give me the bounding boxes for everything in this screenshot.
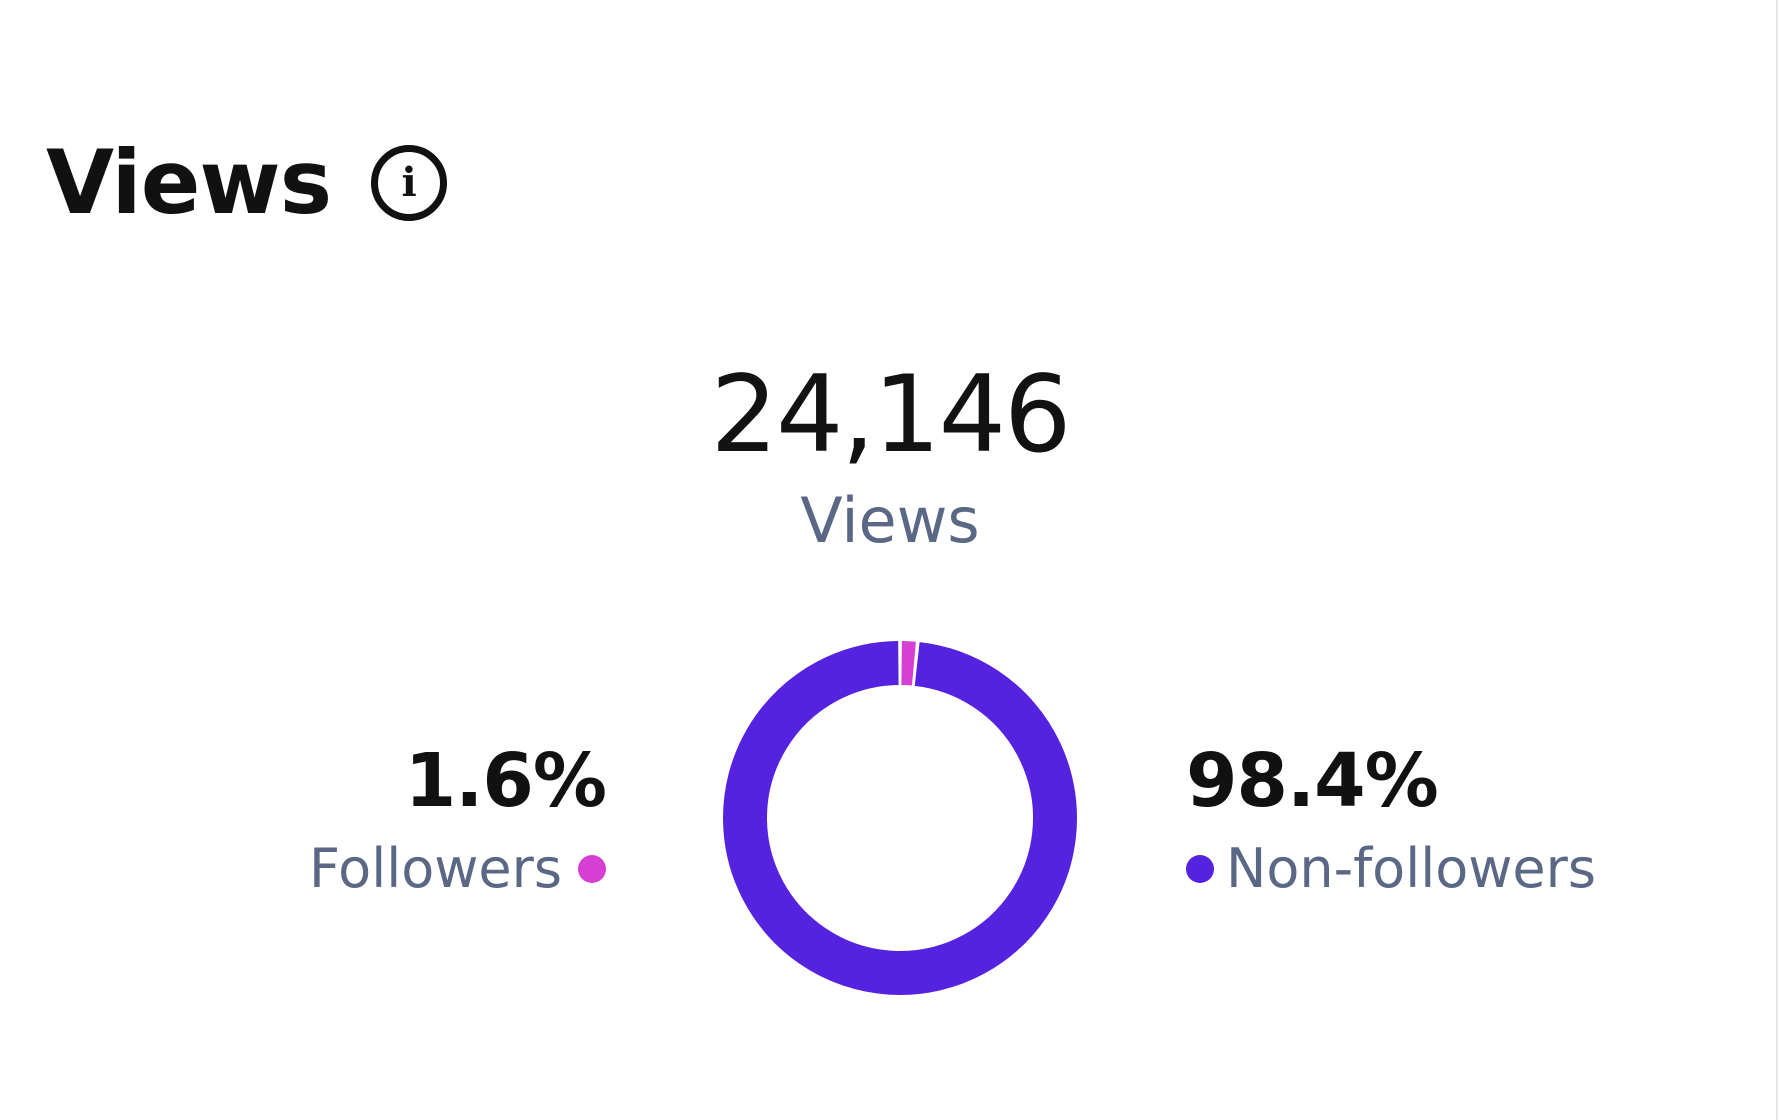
donut-slice-non-followers — [723, 641, 1077, 995]
followers-percent: 1.6% — [404, 738, 607, 824]
views-donut-chart — [723, 641, 1077, 995]
total-views-label: Views — [800, 484, 980, 557]
non-followers-legend: Non-followers — [1186, 842, 1596, 896]
card-header: Views i — [46, 128, 448, 238]
donut-slice-followers — [901, 641, 916, 686]
info-glyph: i — [401, 159, 417, 206]
info-icon[interactable]: i — [371, 145, 448, 221]
followers-legend-label: Followers — [309, 837, 562, 900]
followers-legend: Followers — [309, 842, 606, 896]
total-views-value: 24,146 — [710, 353, 1072, 476]
non-followers-percent: 98.4% — [1186, 738, 1439, 824]
followers-legend-dot — [578, 855, 606, 883]
followers-segment-summary: 1.6% Followers — [309, 738, 607, 896]
card-title: Views — [46, 131, 332, 234]
non-followers-legend-label: Non-followers — [1226, 837, 1596, 900]
non-followers-legend-dot — [1186, 855, 1214, 883]
non-followers-segment-summary: 98.4% Non-followers — [1186, 744, 1596, 896]
